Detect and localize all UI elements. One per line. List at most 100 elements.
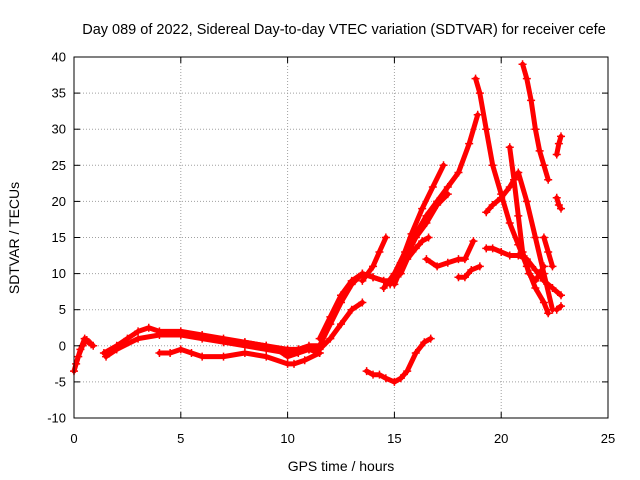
data-point-marker: [407, 229, 416, 238]
data-point-marker: [497, 193, 506, 202]
data-point-marker: [535, 146, 544, 155]
data-point-marker: [524, 269, 533, 278]
data-point-marker: [187, 349, 196, 358]
data-point-marker: [347, 305, 356, 314]
data-point-marker: [262, 352, 271, 361]
data-point-marker: [552, 150, 561, 159]
data-point-marker: [460, 273, 469, 282]
data-point-marker: [471, 74, 480, 83]
data-point-marker: [426, 334, 435, 343]
data-point-marker: [475, 262, 484, 271]
data-point-marker: [433, 262, 442, 271]
data-point-marker: [514, 211, 523, 220]
data-point-marker: [522, 74, 531, 83]
data-point-marker: [422, 255, 431, 264]
data-point-marker: [420, 338, 429, 347]
data-point-marker: [548, 284, 557, 293]
x-tick-label: 0: [70, 431, 77, 446]
data-point-marker: [557, 132, 566, 141]
data-point-marker: [505, 251, 514, 260]
data-point-marker: [369, 262, 378, 271]
data-point-marker: [347, 276, 356, 285]
data-point-marker: [390, 377, 399, 386]
y-tick-label: 25: [52, 158, 66, 173]
data-point-marker: [381, 233, 390, 242]
data-point-marker: [84, 338, 93, 347]
data-series: [70, 60, 566, 386]
data-point-marker: [548, 262, 557, 271]
data-point-marker: [522, 197, 531, 206]
data-point-marker: [134, 334, 143, 343]
chart-title: Day 089 of 2022, Sidereal Day-to-day VTE…: [82, 22, 606, 38]
data-point-marker: [76, 345, 85, 354]
data-point-marker: [482, 208, 491, 217]
data-point-marker: [379, 284, 388, 293]
data-point-marker: [315, 334, 324, 343]
data-point-marker: [469, 237, 478, 246]
data-point-marker: [531, 233, 540, 242]
data-point-marker: [315, 345, 324, 354]
data-point-marker: [418, 237, 427, 246]
data-point-marker: [102, 352, 111, 361]
data-point-marker: [369, 273, 378, 282]
data-point-marker: [304, 345, 313, 354]
data-point-marker: [422, 219, 431, 228]
data-point-marker: [557, 291, 566, 300]
data-point-marker: [411, 233, 420, 242]
data-point-marker: [219, 352, 228, 361]
data-point-marker: [488, 201, 497, 210]
data-point-marker: [482, 125, 491, 134]
data-point-marker: [358, 298, 367, 307]
y-tick-label: -5: [54, 374, 66, 389]
data-point-marker: [112, 345, 121, 354]
data-point-marker: [433, 201, 442, 210]
data-point-marker: [473, 110, 482, 119]
data-point-marker: [176, 345, 185, 354]
data-point-marker: [337, 291, 345, 300]
data-point-marker: [240, 349, 249, 358]
data-point-marker: [531, 265, 540, 274]
grid-lines: [74, 57, 608, 418]
data-point-marker: [403, 255, 412, 264]
data-point-marker: [527, 96, 536, 105]
data-point-marker: [443, 190, 452, 199]
data-point-marker: [539, 298, 548, 307]
y-tick-label: 30: [52, 122, 66, 137]
data-point-marker: [198, 352, 207, 361]
data-point-marker: [155, 330, 164, 339]
data-point-marker: [467, 265, 476, 274]
data-point-marker: [544, 309, 553, 318]
data-point-marker: [240, 338, 249, 347]
data-point-marker: [531, 284, 540, 293]
data-point-marker: [396, 269, 405, 278]
data-point-marker: [514, 251, 523, 260]
data-point-marker: [557, 302, 566, 311]
data-point-marker: [262, 341, 271, 350]
data-point-marker: [294, 345, 303, 354]
data-point-marker: [539, 161, 548, 170]
y-tick-label: 15: [52, 230, 66, 245]
data-point-marker: [465, 139, 474, 148]
series-arc-9: [359, 235, 389, 284]
data-point-marker: [505, 143, 514, 152]
data-point-marker: [326, 312, 335, 321]
data-point-marker: [144, 323, 153, 332]
data-point-marker: [375, 247, 384, 256]
x-tick-label: 15: [387, 431, 401, 446]
data-point-marker: [531, 125, 540, 134]
data-point-marker: [396, 374, 405, 383]
y-tick-label: -10: [47, 411, 66, 426]
data-point-marker: [552, 193, 561, 202]
data-point-marker: [337, 320, 345, 329]
x-tick-label: 10: [280, 431, 294, 446]
data-point-marker: [488, 244, 497, 253]
data-point-marker: [176, 330, 185, 339]
data-point-marker: [418, 204, 427, 213]
data-point-marker: [362, 367, 371, 376]
data-point-marker: [443, 258, 452, 267]
data-point-marker: [390, 280, 399, 289]
data-point-marker: [358, 276, 367, 285]
data-point-marker: [72, 359, 81, 368]
data-point-marker: [510, 175, 519, 184]
